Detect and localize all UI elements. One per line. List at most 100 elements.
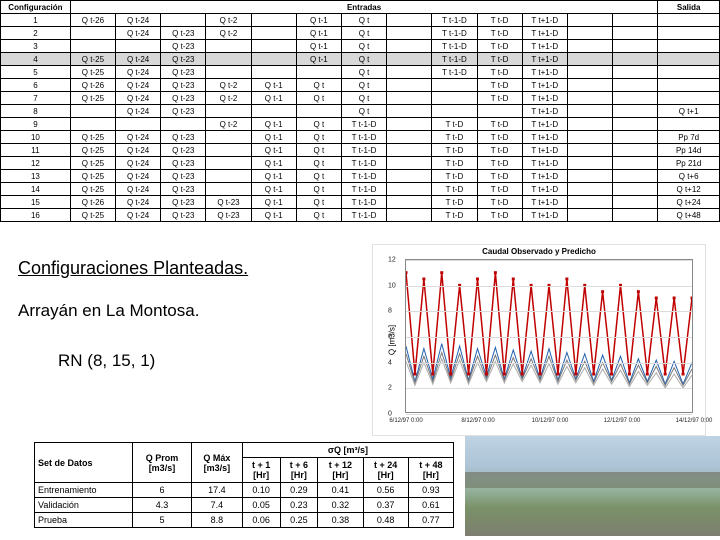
table-cell: T t+1-D [522,118,567,131]
table-cell: Q t-24 [116,105,161,118]
chart-ytick: 8 [388,308,392,315]
table-cell: 2 [1,27,71,40]
table-cell [387,157,432,170]
table-cell: Q t [296,157,341,170]
table-row: 16Q t-25Q t-24Q t-23Q t-23Q t-1Q tT t-1-… [1,209,720,222]
table-cell [567,183,612,196]
table-cell [567,157,612,170]
stats-table-container: Set de Datos Q Prom[m3/s] Q Máx[m3/s] σQ… [34,442,454,528]
stats-row: Validación4.37.40.050.230.320.370.61 [35,498,454,513]
table-cell: Q t-26 [70,196,115,209]
table-cell: T t-D [477,66,522,79]
table-cell: Q t-25 [70,183,115,196]
table-cell: Q t-24 [116,66,161,79]
table-cell [161,14,206,27]
table-cell [613,53,658,66]
table-cell: Q t-25 [70,209,115,222]
chart-obs-marker [467,373,470,376]
chart-obs-marker [521,373,524,376]
table-cell [613,157,658,170]
table-cell: Q t [296,170,341,183]
table-cell: T t-1-D [432,66,477,79]
table-cell [567,209,612,222]
table-cell: Q t-26 [70,79,115,92]
table-cell: Q t-25 [70,170,115,183]
table-cell: Q t-25 [70,157,115,170]
table-cell: Q t-1 [251,79,296,92]
table-cell: T t-1-D [341,144,386,157]
table-cell [658,79,720,92]
table-cell: T t-D [477,92,522,105]
stats-cell: 5 [132,513,191,528]
table-cell [387,105,432,118]
table-cell [432,105,477,118]
table-cell [70,105,115,118]
table-cell [387,170,432,183]
stats-subheader: t + 48[Hr] [408,458,453,483]
table-cell [206,170,251,183]
chart-obs-marker [691,297,692,300]
table-cell [567,79,612,92]
table-cell: Q t-23 [161,131,206,144]
chart-obs-marker [449,373,452,376]
table-cell [206,144,251,157]
table-cell: T t+1-D [522,53,567,66]
table-cell: 8 [1,105,71,118]
chart-obs-marker [565,278,568,281]
table-row: 7Q t-25Q t-24Q t-23Q t-2Q t-1Q tQ tT t-D… [1,92,720,105]
table-cell: Q t-2 [206,79,251,92]
table-cell: Q t [296,79,341,92]
table-cell: Q t [341,27,386,40]
table-cell: Q t [296,183,341,196]
table-cell: T t+1-D [522,131,567,144]
hdr-config: Configuración [1,1,71,14]
table-cell: Q t [296,131,341,144]
table-cell [658,66,720,79]
stats-cell: 0.23 [280,498,318,513]
table-cell: Q t+48 [658,209,720,222]
table-cell: T t-D [477,79,522,92]
table-cell [567,53,612,66]
hdr-qmax-text: Q Máx[m3/s] [203,453,230,473]
table-cell: T t+1-D [522,170,567,183]
table-cell: Q t-24 [116,92,161,105]
table-cell [206,40,251,53]
table-cell [567,196,612,209]
table-cell: Pp 21d [658,157,720,170]
table-cell: 11 [1,144,71,157]
table-cell: T t-D [477,131,522,144]
chart-obs-marker [601,290,604,293]
stats-cell: 0.37 [363,498,408,513]
table-cell [613,118,658,131]
table-cell [251,66,296,79]
table-cell: Q t [341,105,386,118]
table-row: 15Q t-26Q t-24Q t-23Q t-23Q t-1Q tT t-1-… [1,196,720,209]
table-cell: Q t-1 [251,92,296,105]
chart-obs-marker [413,373,416,376]
table-cell: Q t-26 [70,14,115,27]
table-cell: T t-1-D [341,157,386,170]
hdr-qprom-text: Q Prom[m3/s] [146,453,179,473]
table-cell [387,40,432,53]
table-cell: T t-D [477,118,522,131]
table-cell [658,92,720,105]
chart-obs-marker [512,278,515,281]
table-cell [567,66,612,79]
table-cell: Q t-24 [116,27,161,40]
table-cell: T t-1-D [432,14,477,27]
chart-ytick: 0 [388,411,392,418]
table-cell: T t-D [477,170,522,183]
table-cell [70,27,115,40]
table-cell [251,27,296,40]
chart-xtick: 12/12/97 0:00 [604,418,641,424]
chart-obs-marker [422,278,425,281]
table-cell [206,53,251,66]
table-cell: 16 [1,209,71,222]
table-cell [613,183,658,196]
caption-title: Configuraciones Planteadas. [18,258,248,279]
table-cell: Q t [296,144,341,157]
table-cell [296,66,341,79]
photo-ridge [465,472,720,488]
chart-ytick: 10 [388,282,396,289]
table-cell: Q t-24 [116,196,161,209]
